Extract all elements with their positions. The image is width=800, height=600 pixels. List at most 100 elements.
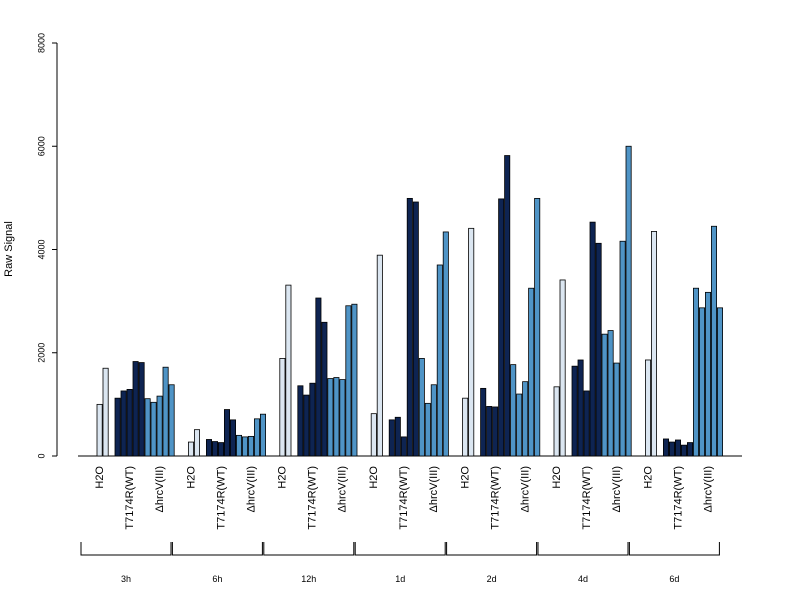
- bar: [705, 291, 712, 457]
- y-tick-label: 6000: [36, 136, 46, 156]
- bar: [96, 403, 103, 457]
- bar: [480, 387, 487, 457]
- bar: [144, 398, 151, 457]
- category-label: T7174R(WT): [307, 466, 319, 530]
- group-bracket: [171, 542, 263, 556]
- bar: [645, 359, 652, 457]
- bar: [259, 413, 266, 457]
- category-label: H2O: [642, 466, 654, 489]
- group-label: 12h: [301, 574, 316, 584]
- bar: [595, 242, 602, 457]
- bar: [462, 397, 469, 457]
- category-label: T7174R(WT): [124, 466, 136, 530]
- category-label: H2O: [368, 466, 380, 489]
- bar: [571, 365, 578, 457]
- category-label: ΔhrcV(III): [337, 466, 349, 512]
- bar: [492, 406, 499, 457]
- bar: [376, 254, 383, 457]
- bar: [235, 434, 242, 457]
- group-label: 1d: [395, 574, 405, 584]
- bar: [333, 377, 340, 457]
- bar: [120, 390, 127, 457]
- bar: [504, 155, 511, 457]
- bar: [699, 307, 706, 457]
- bar: [486, 406, 493, 457]
- category-label: T7174R(WT): [672, 466, 684, 530]
- bar: [205, 439, 212, 457]
- bar: [339, 379, 346, 457]
- bar: [418, 358, 425, 457]
- bar: [516, 393, 523, 457]
- bar: [138, 362, 145, 457]
- category-label: ΔhrcV(III): [428, 466, 440, 512]
- bar: [229, 419, 236, 457]
- bar: [297, 385, 304, 457]
- bar: [468, 227, 475, 457]
- bar: [559, 279, 566, 457]
- bar: [168, 384, 175, 457]
- category-label: ΔhrcV(III): [154, 466, 166, 512]
- bar: [303, 394, 310, 457]
- category-label: ΔhrcV(III): [245, 466, 257, 512]
- bar: [223, 409, 230, 457]
- category-label: H2O: [185, 466, 197, 489]
- bar: [114, 397, 121, 457]
- bar: [430, 384, 437, 457]
- bar: [211, 441, 218, 457]
- category-label: ΔhrcV(III): [520, 466, 532, 512]
- bar: [150, 401, 157, 457]
- category-label: T7174R(WT): [490, 466, 502, 530]
- bar: [351, 303, 358, 457]
- bar: [528, 287, 535, 457]
- category-label: T7174R(WT): [581, 466, 593, 530]
- bar: [285, 284, 292, 457]
- bar: [601, 333, 608, 457]
- y-tick-label: 2000: [36, 343, 46, 363]
- group-bracket: [446, 542, 538, 556]
- bar: [193, 429, 200, 457]
- bar: [241, 436, 248, 457]
- bar: [681, 444, 688, 457]
- bars: [96, 145, 724, 457]
- bar: [315, 297, 322, 457]
- group-label: 6h: [212, 574, 222, 584]
- bar: [247, 435, 254, 457]
- bar: [625, 145, 632, 457]
- bar: [498, 198, 505, 457]
- bar: [394, 416, 401, 457]
- category-label: H2O: [94, 466, 106, 489]
- category-label: T7174R(WT): [398, 466, 410, 530]
- bar: [669, 441, 676, 457]
- bar: [436, 264, 443, 457]
- bar: [406, 197, 413, 457]
- bar: [583, 390, 590, 457]
- bar: [522, 381, 529, 457]
- bar: [156, 395, 163, 457]
- group-label: 3h: [121, 574, 131, 584]
- bar: [424, 402, 431, 457]
- bar: [162, 366, 169, 457]
- group-bracket: [537, 542, 629, 556]
- bar: [400, 436, 407, 457]
- bar: [619, 240, 626, 457]
- bar: [510, 364, 517, 457]
- bar: [717, 307, 724, 457]
- bar: [687, 442, 694, 457]
- y-axis-title: Raw Signal: [3, 221, 15, 277]
- bar: [253, 418, 260, 457]
- group-brackets: 3h 6h 12h 1d 2d 4d 6d: [80, 542, 720, 584]
- bar: [651, 231, 658, 457]
- bar: [613, 362, 620, 457]
- category-label: T7174R(WT): [215, 466, 227, 530]
- group-bracket: [80, 542, 172, 556]
- group-label: 2d: [487, 574, 497, 584]
- category-label: H2O: [460, 466, 472, 489]
- bar: [675, 439, 682, 457]
- bar: [577, 359, 584, 457]
- bar: [217, 442, 224, 457]
- bar: [132, 361, 139, 457]
- category-label: ΔhrcV(III): [611, 466, 623, 512]
- bar: [102, 367, 109, 457]
- category-label: H2O: [277, 466, 289, 489]
